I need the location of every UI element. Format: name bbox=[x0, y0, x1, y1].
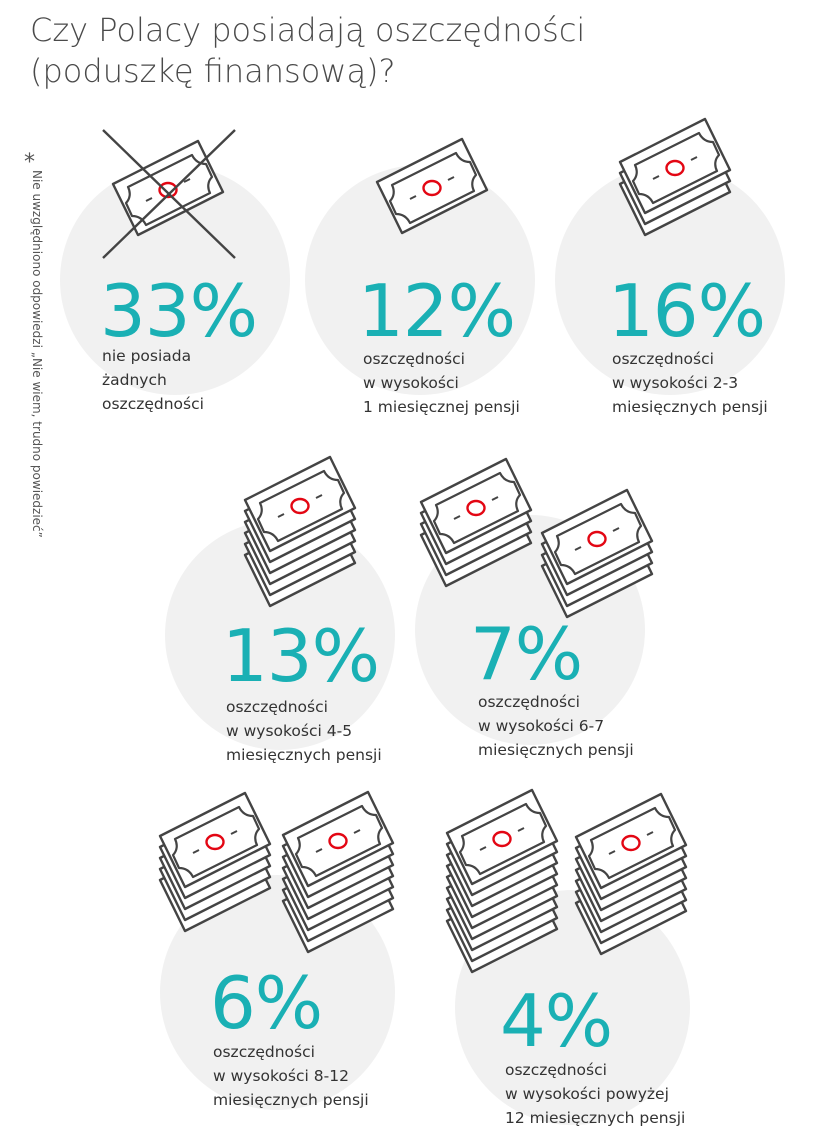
page-title: Czy Polacy posiadają oszczędności (podus… bbox=[30, 10, 650, 92]
description-line: 1 miesięcznej pensji bbox=[363, 398, 520, 416]
description-line: miesięcznych pensji bbox=[612, 398, 768, 416]
description-line: oszczędności bbox=[612, 350, 714, 368]
percentage-value: 33% bbox=[100, 269, 258, 353]
description-line: miesięcznych pensji bbox=[213, 1091, 369, 1109]
asterisk-icon: * bbox=[24, 150, 35, 175]
banknote-stack-icon bbox=[574, 792, 688, 890]
banknote-stack-icon-sheet bbox=[445, 799, 559, 897]
banknote-stack-icon-sheet bbox=[574, 803, 688, 901]
description-line: oszczędności bbox=[226, 698, 328, 716]
item-description: nie posiada żadnych oszczędności bbox=[102, 344, 204, 416]
title-line-2: (poduszkę finansową)? bbox=[30, 52, 396, 90]
percentage-value: 6% bbox=[210, 961, 323, 1045]
percentage-value: 13% bbox=[222, 614, 380, 698]
description-line: 12 miesięcznych pensji bbox=[505, 1109, 686, 1127]
description-line: oszczędności bbox=[213, 1043, 315, 1061]
description-line: miesięcznych pensji bbox=[478, 741, 634, 759]
description-line: w wysokości powyżej bbox=[505, 1085, 669, 1103]
description-line: w wysokości bbox=[363, 374, 459, 392]
description-line: w wysokości 6-7 bbox=[478, 717, 605, 735]
item-description: oszczędności w wysokości 6-7 miesięcznyc… bbox=[478, 690, 634, 762]
description-line: w wysokości 4-5 bbox=[226, 722, 353, 740]
description-line: oszczędności bbox=[102, 395, 204, 413]
percentage-value: 16% bbox=[608, 269, 766, 353]
description-line: oszczędności bbox=[505, 1061, 607, 1079]
description-line: oszczędności bbox=[478, 693, 580, 711]
title-line-1: Czy Polacy posiadają oszczędności bbox=[30, 11, 586, 49]
banknote-stack-icon bbox=[445, 788, 559, 886]
item-description: oszczędności w wysokości 2-3 miesięcznyc… bbox=[612, 347, 768, 419]
description-line: miesięcznych pensji bbox=[226, 746, 382, 764]
banknote-stack-icon bbox=[281, 790, 395, 888]
banknote-stack-icon-sheet bbox=[445, 810, 559, 908]
description-line: w wysokości 2-3 bbox=[612, 374, 739, 392]
percentage-value: 4% bbox=[500, 979, 613, 1063]
item-description: oszczędności w wysokości 1 miesięcznej p… bbox=[363, 347, 520, 419]
footnote: Nie uwzględniono odpowiedzi „Nie wiem, t… bbox=[30, 170, 44, 538]
description-line: nie posiada bbox=[102, 347, 192, 365]
percentage-value: 7% bbox=[470, 612, 583, 696]
item-description: oszczędności w wysokości 8-12 miesięczny… bbox=[213, 1040, 369, 1112]
percentage-value: 12% bbox=[358, 269, 516, 353]
description-line: oszczędności bbox=[363, 350, 465, 368]
item-description: oszczędności w wysokości powyżej 12 mies… bbox=[505, 1058, 685, 1130]
description-line: w wysokości 8-12 bbox=[213, 1067, 349, 1085]
item-description: oszczędności w wysokości 4-5 miesięcznyc… bbox=[226, 695, 382, 767]
description-line: żadnych bbox=[102, 371, 167, 389]
banknote-stack-icon bbox=[158, 791, 272, 889]
